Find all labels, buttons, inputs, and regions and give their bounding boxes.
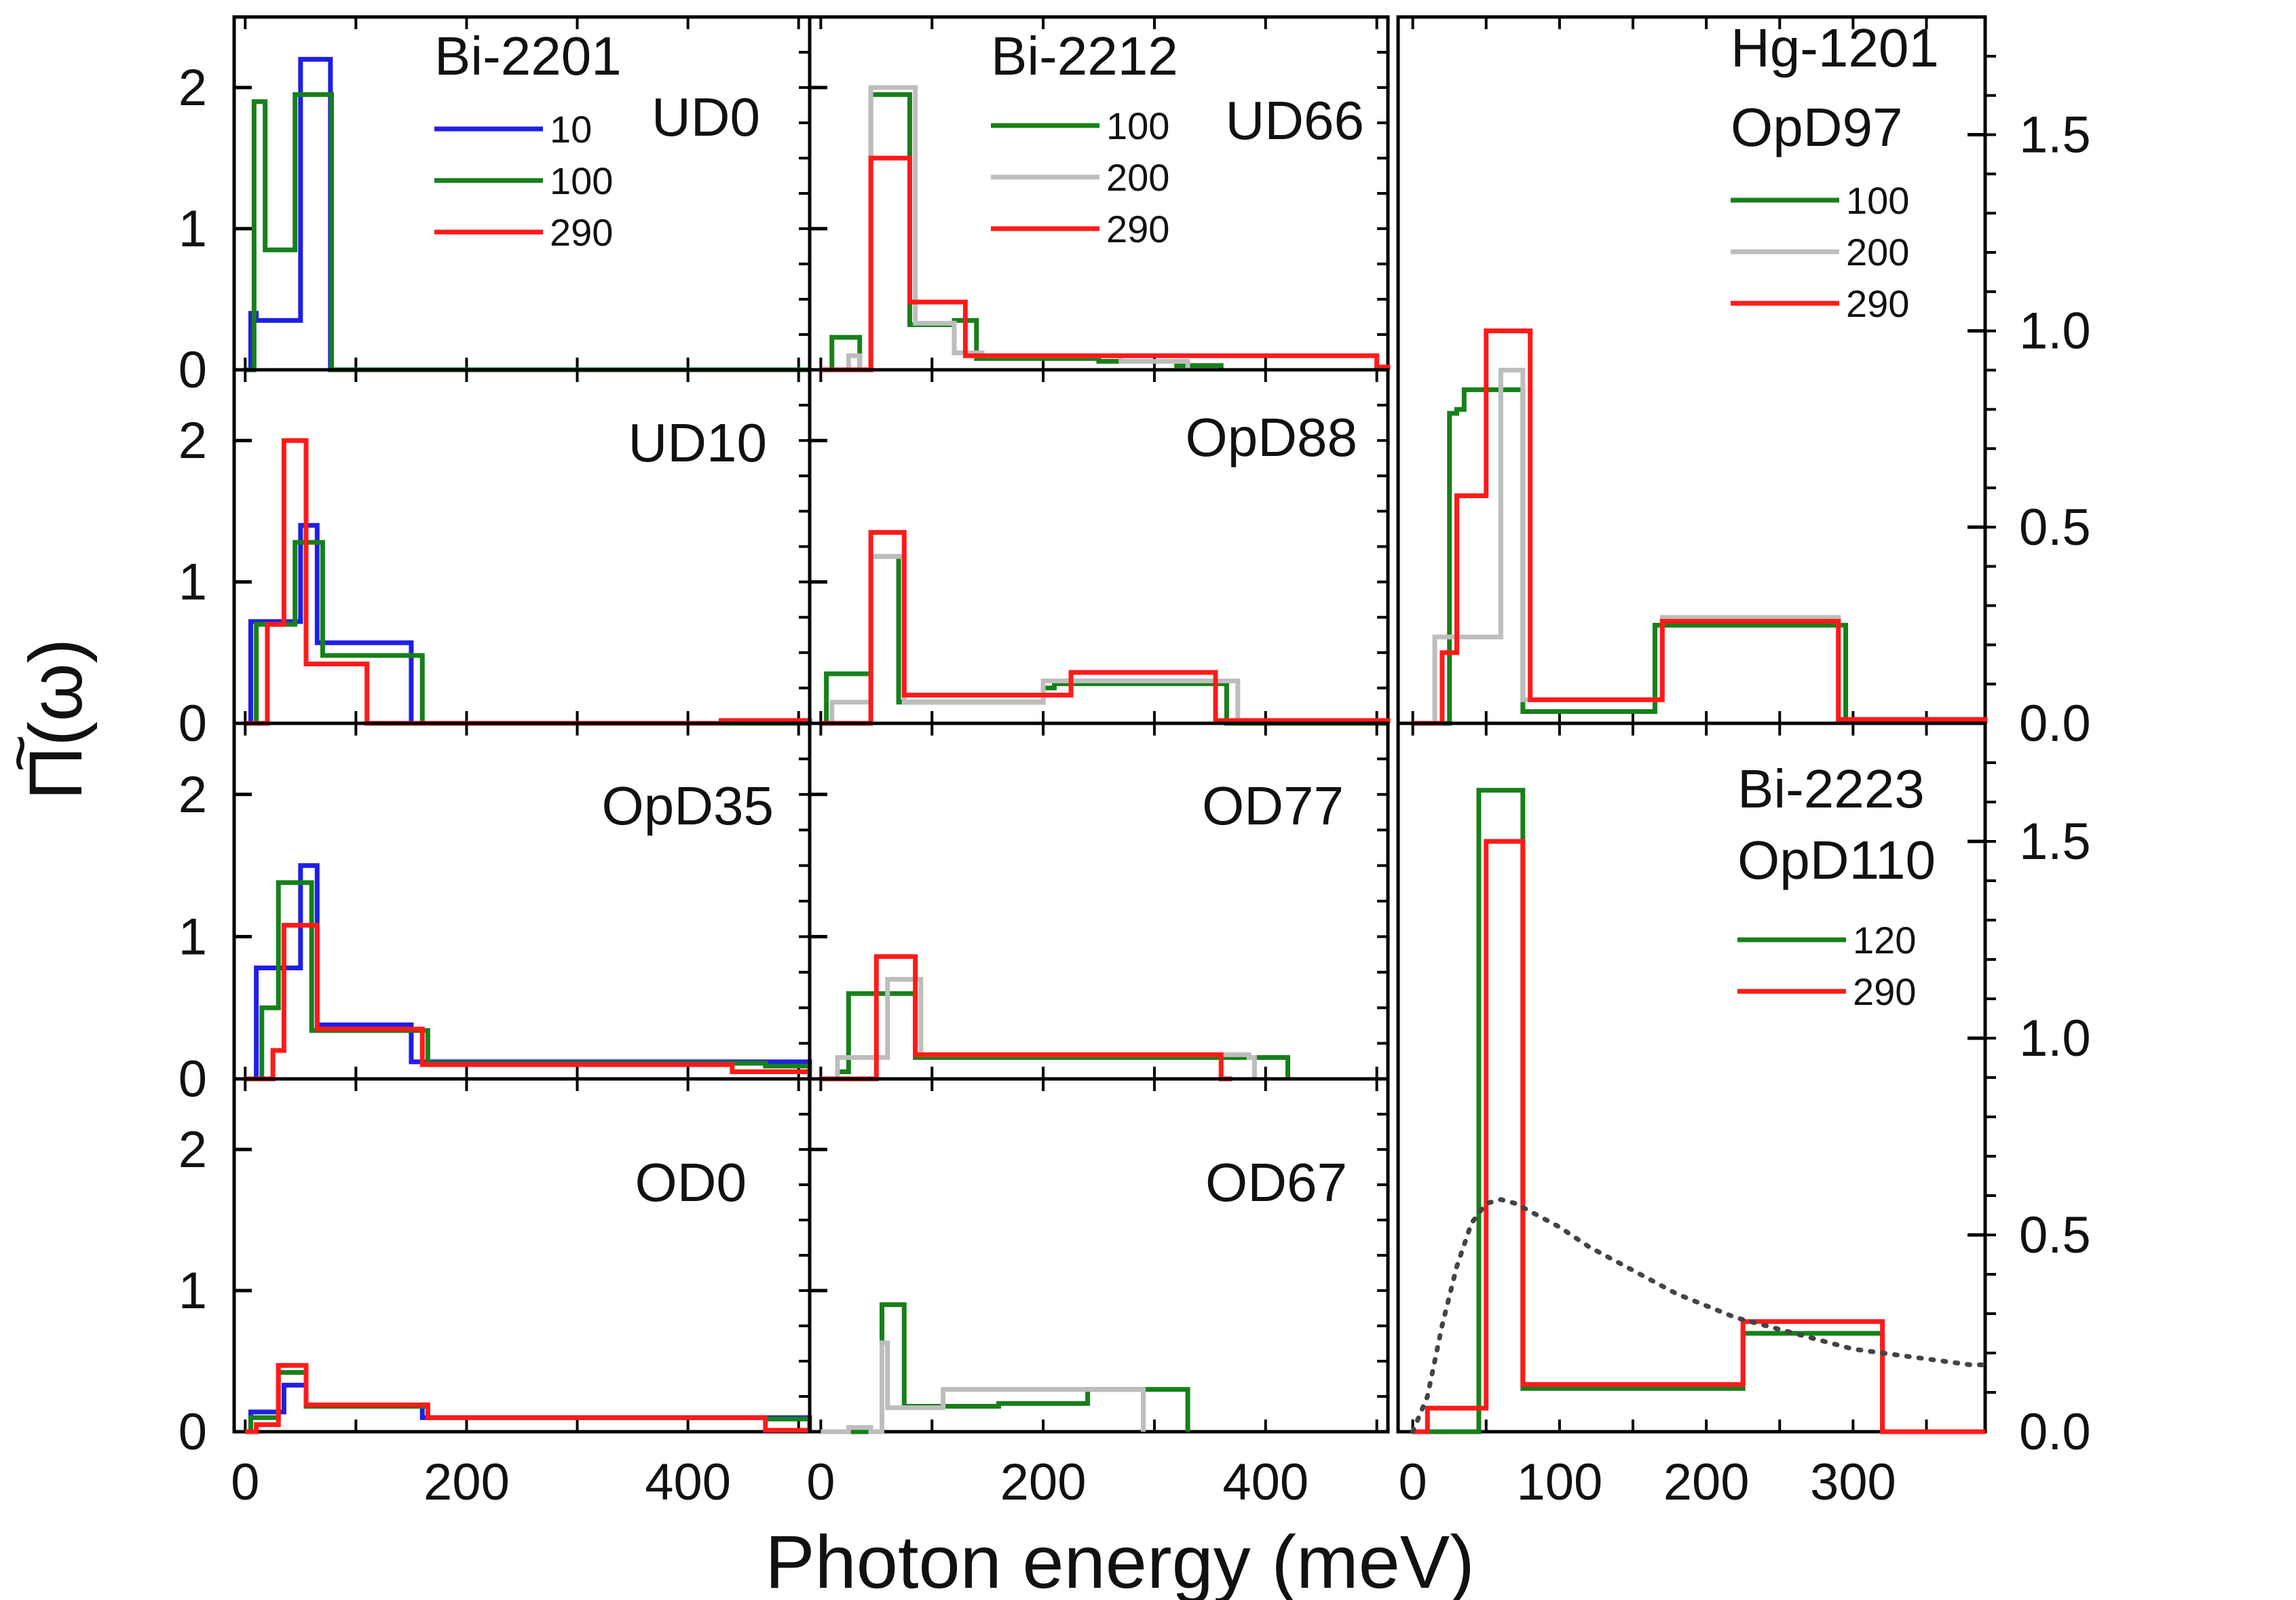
legend-label-200: 200 xyxy=(1846,231,1909,273)
y-tick-label: 1.0 xyxy=(2019,303,2091,360)
y-tick-label: 1 xyxy=(178,908,207,966)
panel-title: OD67 xyxy=(1205,1152,1347,1213)
panel-bi-2201-ud10: 0 1 2 UD10 xyxy=(178,368,812,753)
y-axis-label-group: Π(ω) ~ xyxy=(0,639,98,801)
x-tick-label: 400 xyxy=(645,1453,731,1511)
legend-label-120: 120 xyxy=(1853,919,1916,961)
legend-label-100: 100 xyxy=(1106,104,1169,147)
y-tick-label: 0.5 xyxy=(2019,499,2091,556)
panel-bi-2212-od77: OD77 xyxy=(808,721,1390,1082)
panel-material: Bi-2223 xyxy=(1737,759,1925,819)
legend-label-290: 290 xyxy=(550,211,613,254)
series-290 xyxy=(245,438,812,726)
panel-frame xyxy=(232,1077,812,1434)
legend-label-200: 200 xyxy=(1106,156,1169,199)
panel-bi-2201-od0: 0 1 2 0 200 400 OD0 xyxy=(178,1077,812,1511)
series-100 xyxy=(1412,387,1849,726)
y-tick-label: 2 xyxy=(178,59,207,117)
series-100 xyxy=(245,880,812,1082)
panel-title: OpD88 xyxy=(1186,407,1357,468)
series-290 xyxy=(1412,328,1988,726)
panel-bi-2212-ud66: UD66 Bi-2212 100 200 290 xyxy=(808,15,1391,373)
y-tick-label: 1 xyxy=(178,1262,207,1320)
y-tick-label: 1 xyxy=(178,200,207,258)
legend-label-10: 10 xyxy=(550,108,592,151)
series-100 xyxy=(245,1370,812,1434)
x-tick-label: 100 xyxy=(1516,1453,1602,1511)
panel-bi-2201-opd35: 0 1 2 OpD35 xyxy=(178,721,812,1108)
series-100 xyxy=(821,1302,1190,1434)
panel-bi-2201-ud0: 0 1 2 UD0 Bi-2201 10 100 290 xyxy=(178,15,812,399)
series-100 xyxy=(821,991,1291,1082)
x-tick-label: 200 xyxy=(1663,1453,1750,1511)
legend-label-290: 290 xyxy=(1853,970,1916,1013)
panel-material: Bi-2201 xyxy=(434,26,622,86)
panel-title: OD0 xyxy=(635,1152,747,1213)
panel-title: OpD35 xyxy=(602,776,774,836)
y-tick-label: 2 xyxy=(178,766,207,824)
model-curve xyxy=(1410,1197,1988,1434)
y-tick-label: 0.0 xyxy=(2019,695,2091,753)
x-tick-label: 0 xyxy=(806,1453,835,1511)
series-10 xyxy=(245,522,810,726)
y-tick-label: 0 xyxy=(178,1050,207,1108)
series-290 xyxy=(821,155,1391,373)
panel-material: Hg-1201 xyxy=(1731,18,1939,78)
x-tick-label: 300 xyxy=(1810,1453,1896,1511)
series-200 xyxy=(821,976,1257,1082)
series-290 xyxy=(245,923,812,1082)
panel-title: UD0 xyxy=(652,87,760,147)
panel-title: OpD97 xyxy=(1731,97,1902,157)
x-tick-label: 0 xyxy=(231,1453,259,1511)
series-200 xyxy=(1412,368,1841,726)
legend-label-100: 100 xyxy=(550,159,613,202)
y-tick-label: 1.5 xyxy=(2019,813,2091,871)
series-200 xyxy=(821,1340,1146,1434)
series-100 xyxy=(245,539,810,726)
panel-title: UD66 xyxy=(1225,90,1364,151)
series-10 xyxy=(245,863,812,1082)
panel-bi-2212-opd88: OpD88 xyxy=(808,368,1391,726)
panel-material: Bi-2212 xyxy=(991,26,1178,86)
series-290 xyxy=(821,530,1391,726)
y-tick-label: 2 xyxy=(178,412,207,470)
x-tick-label: 400 xyxy=(1222,1453,1309,1511)
panel-title: OpD110 xyxy=(1737,830,1936,890)
y-axis-label: Π(ω) xyxy=(14,639,98,801)
series-290 xyxy=(1412,839,1985,1434)
series-200 xyxy=(821,554,1241,726)
legend-label-290: 290 xyxy=(1106,208,1169,250)
y-tick-label: 1.5 xyxy=(2019,107,2091,164)
y-tick-label: 0 xyxy=(178,341,207,399)
y-axis-label-tilde: ~ xyxy=(0,734,56,772)
x-tick-label: 200 xyxy=(1000,1453,1087,1511)
y-tick-label: 0 xyxy=(178,695,207,753)
panel-title: OD77 xyxy=(1202,776,1344,836)
x-tick-label: 0 xyxy=(1398,1453,1427,1511)
legend-label-290: 290 xyxy=(1846,282,1909,325)
panel-frame xyxy=(808,1077,1390,1434)
series-100 xyxy=(245,92,810,373)
x-tick-label: 200 xyxy=(424,1453,510,1511)
legend-label-100: 100 xyxy=(1846,179,1909,222)
series-290 xyxy=(821,954,1232,1082)
y-tick-label: 0 xyxy=(178,1403,207,1461)
x-axis-label: Photon energy (meV) xyxy=(765,1521,1475,1600)
y-tick-label: 2 xyxy=(178,1121,207,1179)
y-tick-label: 0.0 xyxy=(2019,1403,2091,1461)
panel-title: UD10 xyxy=(628,413,767,473)
panel-bi-2223-opd110: 0.0 0.5 1.0 1.5 0 100 200 300 OpD110 Bi-2223 120 29… xyxy=(1396,721,2091,1511)
panel-hg-1201-opd97: 0.0 0.5 1.0 1.5 OpD97 Hg-1201 100 200 290 xyxy=(1396,15,2091,753)
panel-bi-2212-od67: 0 200 400 OD67 xyxy=(806,1077,1390,1511)
y-tick-label: 1 xyxy=(178,554,207,611)
series-290 xyxy=(245,1363,812,1434)
y-tick-label: 1.0 xyxy=(2019,1010,2091,1067)
y-tick-label: 0.5 xyxy=(2019,1206,2091,1264)
